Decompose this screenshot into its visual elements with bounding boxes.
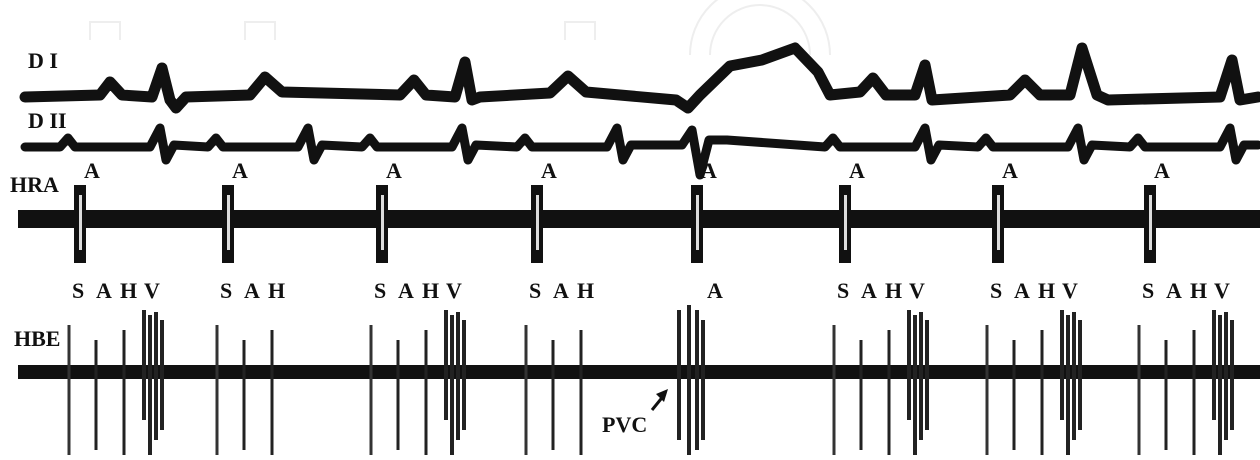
hbe-label: S [220, 278, 232, 303]
hbe-label: H [885, 278, 902, 303]
hra-spike-gap [696, 195, 699, 250]
hbe-label: A [1014, 278, 1030, 303]
hbe-label: V [1062, 278, 1078, 303]
hbe-label: S [990, 278, 1002, 303]
hbe-label: S [72, 278, 84, 303]
hbe-label: S [529, 278, 541, 303]
hbe-label: A [707, 278, 723, 303]
hbe-label: A [96, 278, 112, 303]
hbe-label: S [374, 278, 386, 303]
hbe-label: A [553, 278, 569, 303]
hra-spike-gap [227, 195, 230, 250]
hbe-label: V [1214, 278, 1230, 303]
hra-label: A [232, 158, 248, 183]
hra-label: A [1002, 158, 1018, 183]
hra-spike-gap [536, 195, 539, 250]
hbe-label: V [909, 278, 925, 303]
hbe-label: S [837, 278, 849, 303]
hbe-label: A [861, 278, 877, 303]
hra-label: A [701, 158, 717, 183]
hra-spike-gap [381, 195, 384, 250]
hra-label: A [541, 158, 557, 183]
trace-d1 [19, 42, 1260, 114]
hbe-label: V [144, 278, 160, 303]
hbe-label: V [446, 278, 462, 303]
hra-label: A [849, 158, 865, 183]
hbe-label: H [120, 278, 137, 303]
hbe-label: A [244, 278, 260, 303]
hra-spike-gap [1149, 195, 1152, 250]
hra-spike-gap [844, 195, 847, 250]
trace-hra [18, 210, 1260, 228]
hbe-label: A [1166, 278, 1182, 303]
hbe-label: H [577, 278, 594, 303]
trace-d2 [20, 123, 1260, 180]
hbe-label: H [268, 278, 285, 303]
hra-label: A [1154, 158, 1170, 183]
lead-label: HBE [14, 326, 60, 351]
hra-label: A [386, 158, 402, 183]
trace-hbe [18, 365, 1260, 379]
hbe-label: A [398, 278, 414, 303]
hbe-label: H [1038, 278, 1055, 303]
hra-label: A [84, 158, 100, 183]
hra-spike-gap [997, 195, 1000, 250]
hbe-label: S [1142, 278, 1154, 303]
watermark [89, 0, 831, 56]
lead-label: HRA [10, 172, 59, 197]
annotation: PVC [602, 412, 647, 437]
hbe-label: H [1190, 278, 1207, 303]
hbe-label: H [422, 278, 439, 303]
lead-label: D II [28, 108, 67, 133]
hra-spike-gap [79, 195, 82, 250]
lead-label: D I [28, 48, 58, 73]
annotation-arrowhead [656, 389, 668, 402]
